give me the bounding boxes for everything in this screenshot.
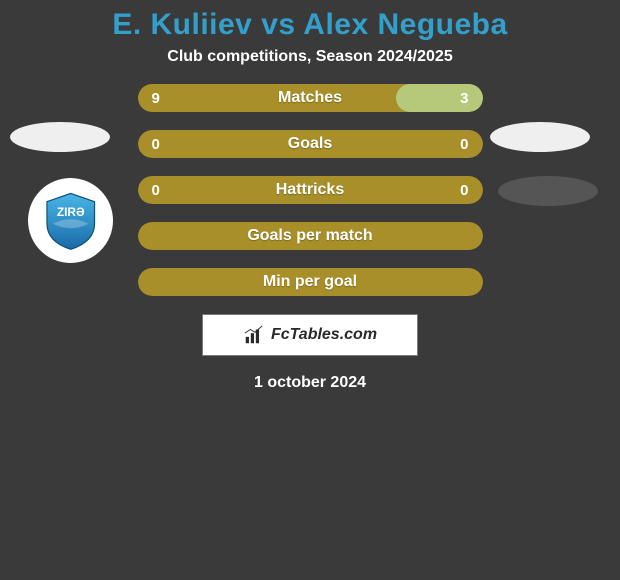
bar-label: Goals bbox=[138, 130, 483, 158]
zire-club-icon: ZIRƏ bbox=[41, 191, 101, 251]
player-left-avatar-placeholder bbox=[10, 122, 110, 152]
stat-bar: 93Matches bbox=[138, 84, 483, 112]
bar-label: Matches bbox=[138, 84, 483, 112]
subtitle: Club competitions, Season 2024/2025 bbox=[0, 48, 620, 84]
player-right-club-placeholder bbox=[498, 176, 598, 206]
stat-bar: Min per goal bbox=[138, 268, 483, 296]
comparison-bars: ZIRƏ 93Matches 00Goals 00Hattricks Goals pe… bbox=[0, 84, 620, 296]
player-left-club-badge: ZIRƏ bbox=[28, 178, 113, 263]
stat-bar: Goals per match bbox=[138, 222, 483, 250]
page-title: E. Kuliiev vs Alex Negueba bbox=[0, 0, 620, 48]
bar-chart-icon bbox=[243, 324, 265, 346]
stat-bar: 00Goals bbox=[138, 130, 483, 158]
bar-label: Min per goal bbox=[138, 268, 483, 296]
club-badge-text: ZIRƏ bbox=[57, 205, 85, 219]
bar-label: Hattricks bbox=[138, 176, 483, 204]
title-text: E. Kuliiev vs Alex Negueba bbox=[112, 8, 507, 41]
brand-watermark: FcTables.com bbox=[202, 314, 418, 356]
player-right-avatar-placeholder bbox=[490, 122, 590, 152]
bar-label: Goals per match bbox=[138, 222, 483, 250]
brand-text: FcTables.com bbox=[271, 326, 377, 344]
date-line: 1 october 2024 bbox=[0, 374, 620, 392]
stat-bar: 00Hattricks bbox=[138, 176, 483, 204]
